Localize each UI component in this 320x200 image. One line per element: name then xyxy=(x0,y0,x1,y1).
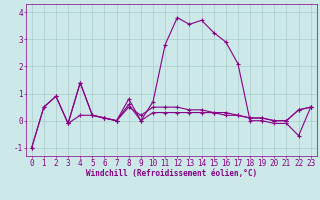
X-axis label: Windchill (Refroidissement éolien,°C): Windchill (Refroidissement éolien,°C) xyxy=(86,169,257,178)
